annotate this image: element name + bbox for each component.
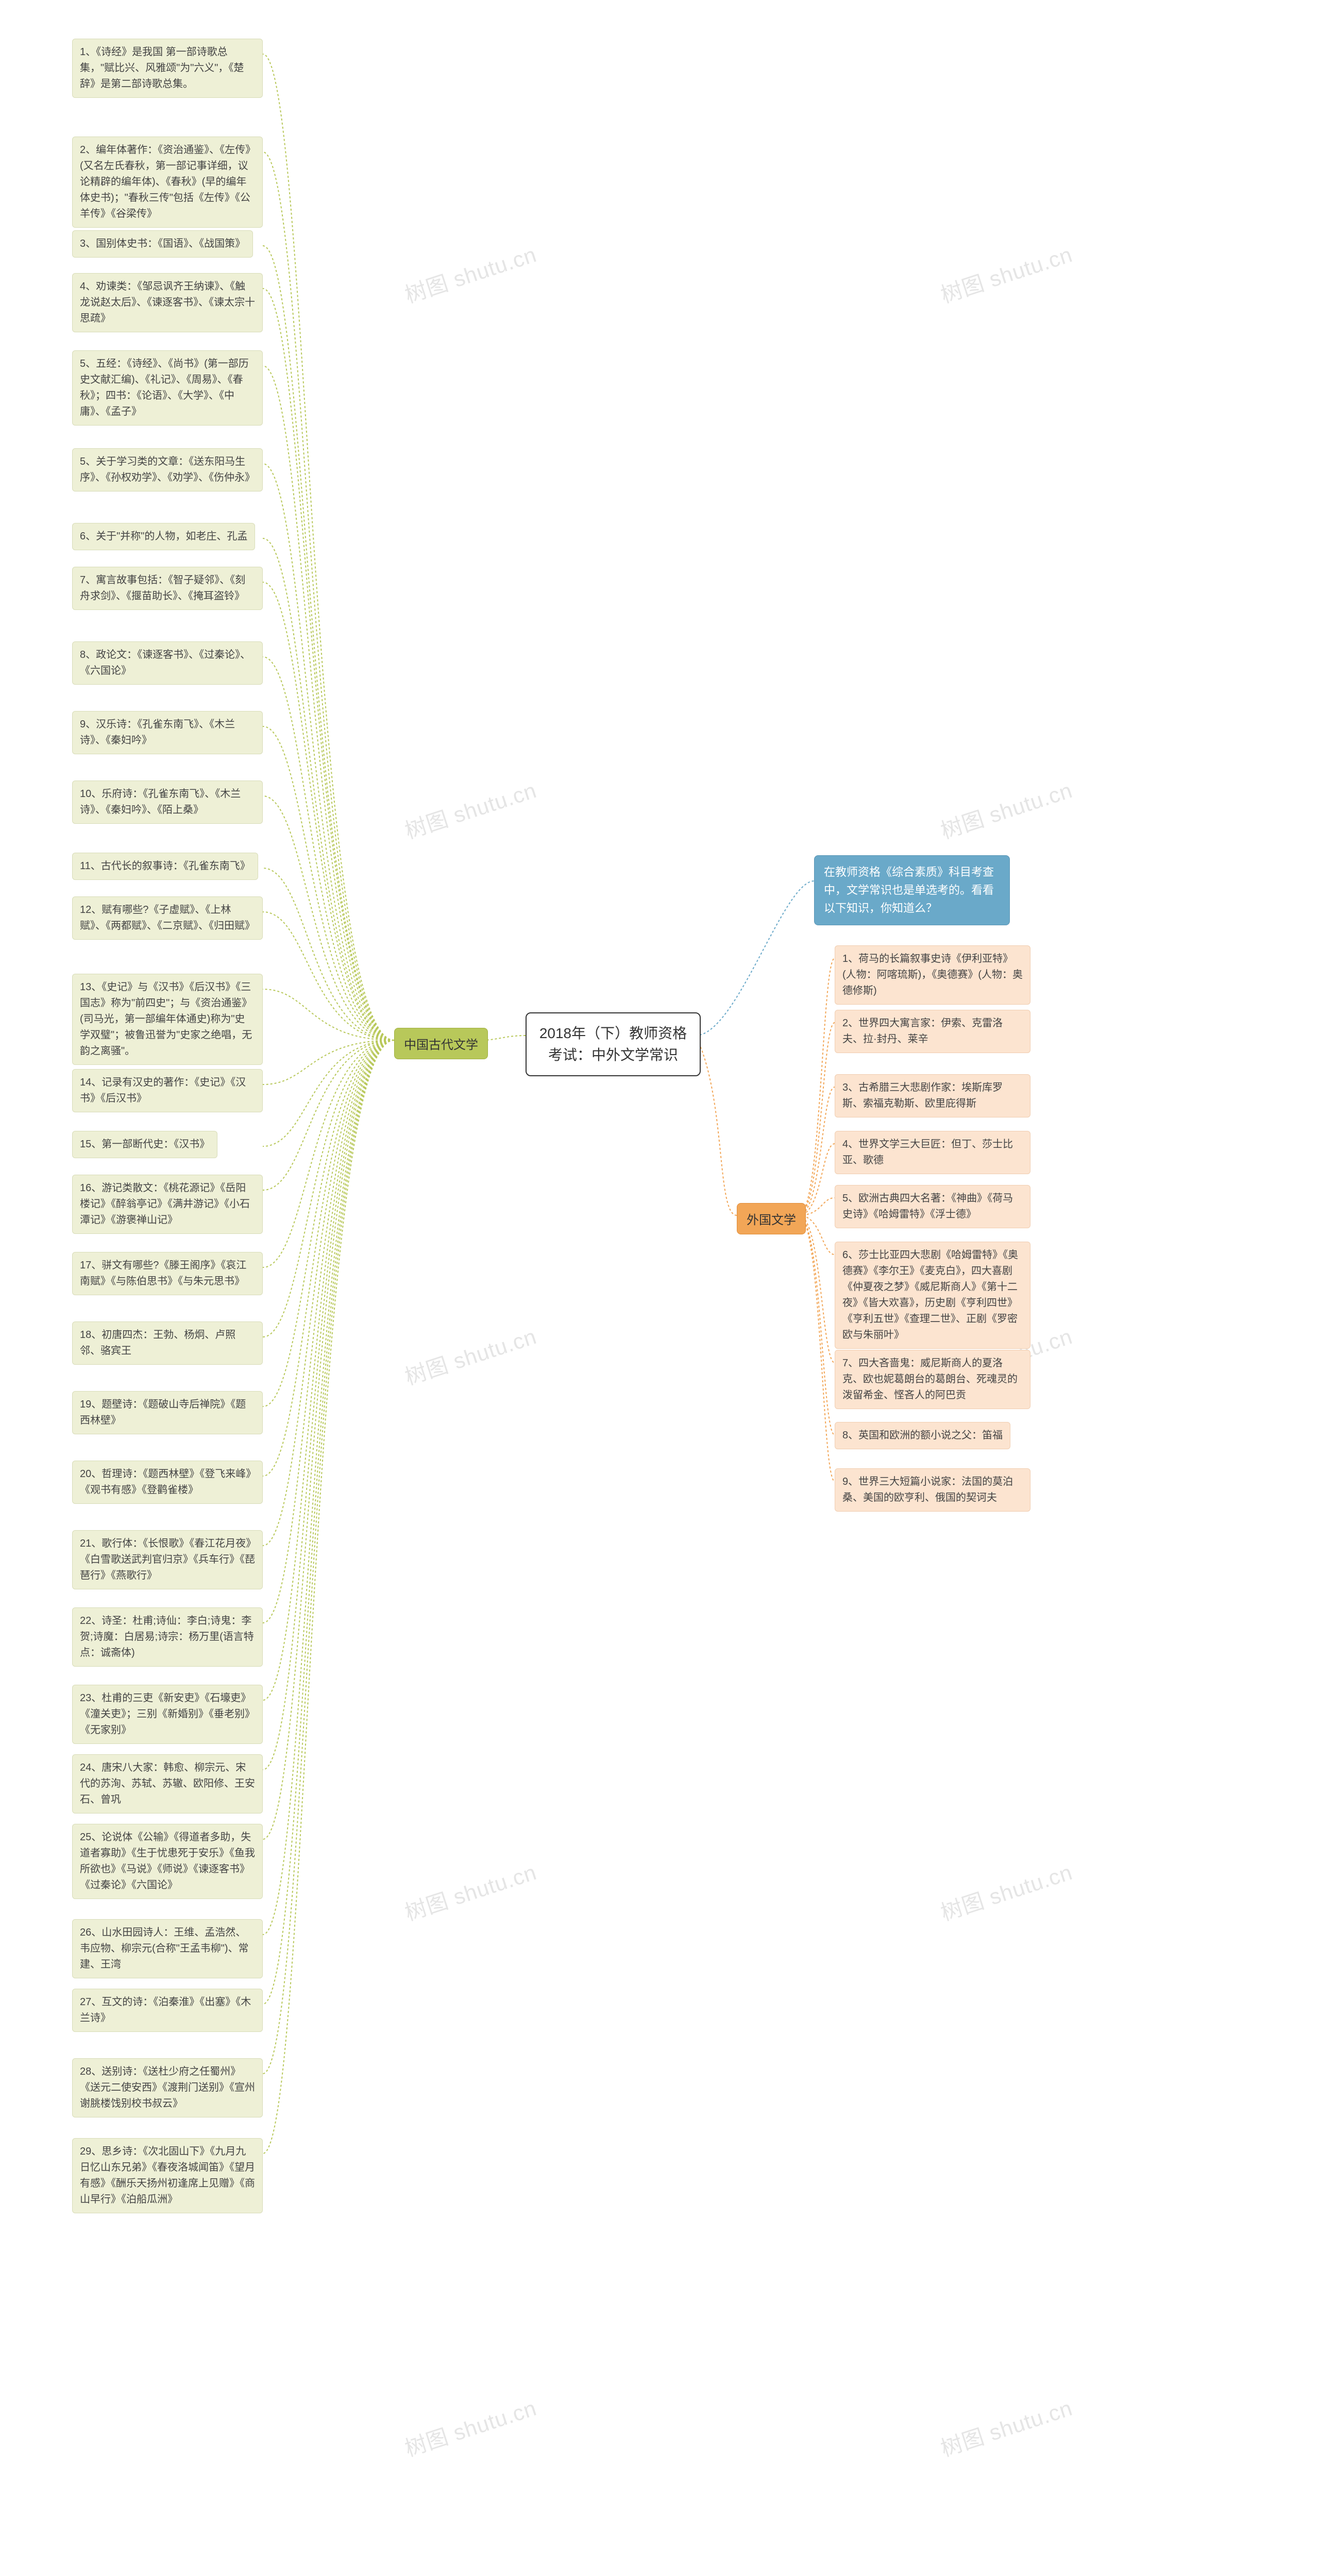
branch-cn-label: 中国古代文学 (404, 1038, 478, 1052)
cn-leaf: 16、游记类散文：《桃花源记》《岳阳楼记》《醉翁亭记》《满井游记》《小石潭记》《… (72, 1175, 263, 1234)
cn-leaf: 26、山水田园诗人：王维、孟浩然、韦应物、柳宗元(合称"王孟韦柳")、常建、王湾 (72, 1919, 263, 1978)
watermark: 树图 shutu.cn (936, 2391, 1076, 2463)
cn-leaf: 5、关于学习类的文章：《送东阳马生序》、《孙权劝学》、《劝学》、《伤仲永》 (72, 448, 263, 492)
intro-note: 在教师资格《综合素质》科目考查中，文学常识也是单选考的。看看以下知识，你知道么？ (814, 855, 1010, 925)
fg-leaf: 7、四大吝啬鬼：威尼斯商人的夏洛克、欧也妮葛朗台的葛朗台、死魂灵的泼留希金、悭吝… (835, 1350, 1030, 1409)
watermark: 树图 shutu.cn (400, 1319, 540, 1391)
branch-chinese-literature: 中国古代文学 (394, 1028, 488, 1059)
fg-leaf: 9、世界三大短篇小说家：法国的莫泊桑、美国的欧亨利、俄国的契诃夫 (835, 1468, 1030, 1512)
fg-leaf: 3、古希腊三大悲剧作家：埃斯库罗斯、索福克勒斯、欧里庇得斯 (835, 1074, 1030, 1117)
cn-leaf: 4、劝谏类：《邹忌讽齐王纳谏》、《触龙说赵太后》、《谏逐客书》、《谏太宗十思疏》 (72, 273, 263, 332)
fg-leaf: 8、英国和欧洲的额小说之父：笛福 (835, 1422, 1010, 1449)
cn-leaf: 28、送别诗：《送杜少府之任蜀州》《送元二使安西》《渡荆门送别》《宣州谢脁楼饯别… (72, 2058, 263, 2117)
center-title: 2018年（下）教师资格考试：中外文学常识 (539, 1025, 687, 1063)
cn-leaf: 29、思乡诗：《次北固山下》《九月九日忆山东兄弟》《春夜洛城闻笛》《望月有感》《… (72, 2138, 263, 2213)
cn-leaf: 8、政论文：《谏逐客书》、《过秦论》、《六国论》 (72, 641, 263, 685)
center-node: 2018年（下）教师资格考试：中外文学常识 (526, 1012, 701, 1076)
watermark: 树图 shutu.cn (400, 2391, 540, 2463)
cn-leaf: 10、乐府诗：《孔雀东南飞》、《木兰诗》、《秦妇吟》、《陌上桑》 (72, 781, 263, 824)
cn-leaf: 7、寓言故事包括：《智子疑邻》、《刻舟求剑》、《揠苗助长》、《掩耳盗铃》 (72, 567, 263, 610)
watermark: 树图 shutu.cn (400, 237, 540, 309)
cn-leaf: 27、互文的诗：《泊秦淮》《出塞》《木兰诗》 (72, 1989, 263, 2032)
cn-leaf: 12、赋有哪些?《子虚赋》、《上林赋》、《两都赋》、《二京赋》、《归田赋》 (72, 896, 263, 940)
watermark: 树图 shutu.cn (400, 1855, 540, 1927)
cn-leaf: 21、歌行体：《长恨歌》《春江花月夜》《白雪歌送武判官归京》《兵车行》《琵琶行》… (72, 1530, 263, 1589)
cn-leaf: 11、古代长的叙事诗：《孔雀东南飞》 (72, 853, 258, 880)
cn-leaf: 5、五经：《诗经》、《尚书》(第一部历史文献汇编)、《礼记》、《周易》、《春秋》… (72, 350, 263, 426)
cn-leaf: 3、国别体史书：《国语》、《战国策》 (72, 230, 253, 258)
cn-leaf: 19、题壁诗：《题破山寺后禅院》《题西林壁》 (72, 1391, 263, 1434)
fg-leaf: 4、世界文学三大巨匠：但丁、莎士比亚、歌德 (835, 1131, 1030, 1174)
branch-foreign-literature: 外国文学 (737, 1203, 806, 1234)
fg-leaf: 6、莎士比亚四大悲剧《哈姆雷特》《奥德赛》《李尔王》《麦克白》，四大喜剧《仲夏夜… (835, 1242, 1030, 1349)
cn-leaf: 1、《诗经》是我国 第一部诗歌总集，"赋比兴、风雅颂"为"六义"，《楚辞》是第二… (72, 39, 263, 98)
branch-fg-label: 外国文学 (747, 1213, 796, 1227)
watermark: 树图 shutu.cn (936, 237, 1076, 309)
cn-leaf: 13、《史记》与《汉书》《后汉书》《三国志》称为"前四史"；与《资治通鉴》(司马… (72, 974, 263, 1065)
cn-leaf: 6、关于"并称"的人物，如老庄、孔孟 (72, 523, 255, 550)
fg-leaf: 2、世界四大寓言家：伊索、克雷洛夫、拉·封丹、莱辛 (835, 1010, 1030, 1053)
intro-text: 在教师资格《综合素质》科目考查中，文学常识也是单选考的。看看以下知识，你知道么？ (824, 866, 994, 914)
watermark: 树图 shutu.cn (936, 1855, 1076, 1927)
fg-leaf: 5、欧洲古典四大名著：《神曲》《荷马史诗》《哈姆雷特》《浮士德》 (835, 1185, 1030, 1228)
cn-leaf: 2、编年体著作：《资治通鉴》、《左传》(又名左氏春秋，第一部记事详细，议论精辟的… (72, 137, 263, 228)
watermark: 树图 shutu.cn (936, 773, 1076, 845)
cn-leaf: 20、哲理诗：《题西林壁》《登飞来峰》《观书有感》《登鹳雀楼》 (72, 1461, 263, 1504)
cn-leaf: 15、第一部断代史：《汉书》 (72, 1131, 217, 1158)
cn-leaf: 14、记录有汉史的著作：《史记》《汉书》《后汉书》 (72, 1069, 263, 1112)
cn-leaf: 18、初唐四杰：王勃、杨炯、卢照邻、骆宾王 (72, 1321, 263, 1365)
cn-leaf: 9、汉乐诗：《孔雀东南飞》、《木兰诗》、《秦妇吟》 (72, 711, 263, 754)
cn-leaf: 25、论说体《公输》《得道者多助，失道者寡助》《生于忧患死于安乐》《鱼我所欲也》… (72, 1824, 263, 1899)
watermark: 树图 shutu.cn (400, 773, 540, 845)
cn-leaf: 17、骈文有哪些?《滕王阁序》《哀江南赋》《与陈伯思书》《与朱元思书》 (72, 1252, 263, 1295)
cn-leaf: 23、杜甫的三吏《新安吏》《石壕吏》《潼关吏》；三别《新婚别》《垂老别》《无家别… (72, 1685, 263, 1744)
cn-leaf: 24、唐宋八大家：韩愈、柳宗元、宋代的苏洵、苏轼、苏辙、欧阳修、王安石、曾巩 (72, 1754, 263, 1814)
cn-leaf: 22、诗圣：杜甫;诗仙：李白;诗鬼：李贺;诗魔：白居易;诗宗：杨万里(语言特点：… (72, 1607, 263, 1667)
fg-leaf: 1、荷马的长篇叙事史诗《伊利亚特》(人物：阿喀琉斯)，《奥德赛》(人物：奥德修斯… (835, 945, 1030, 1005)
